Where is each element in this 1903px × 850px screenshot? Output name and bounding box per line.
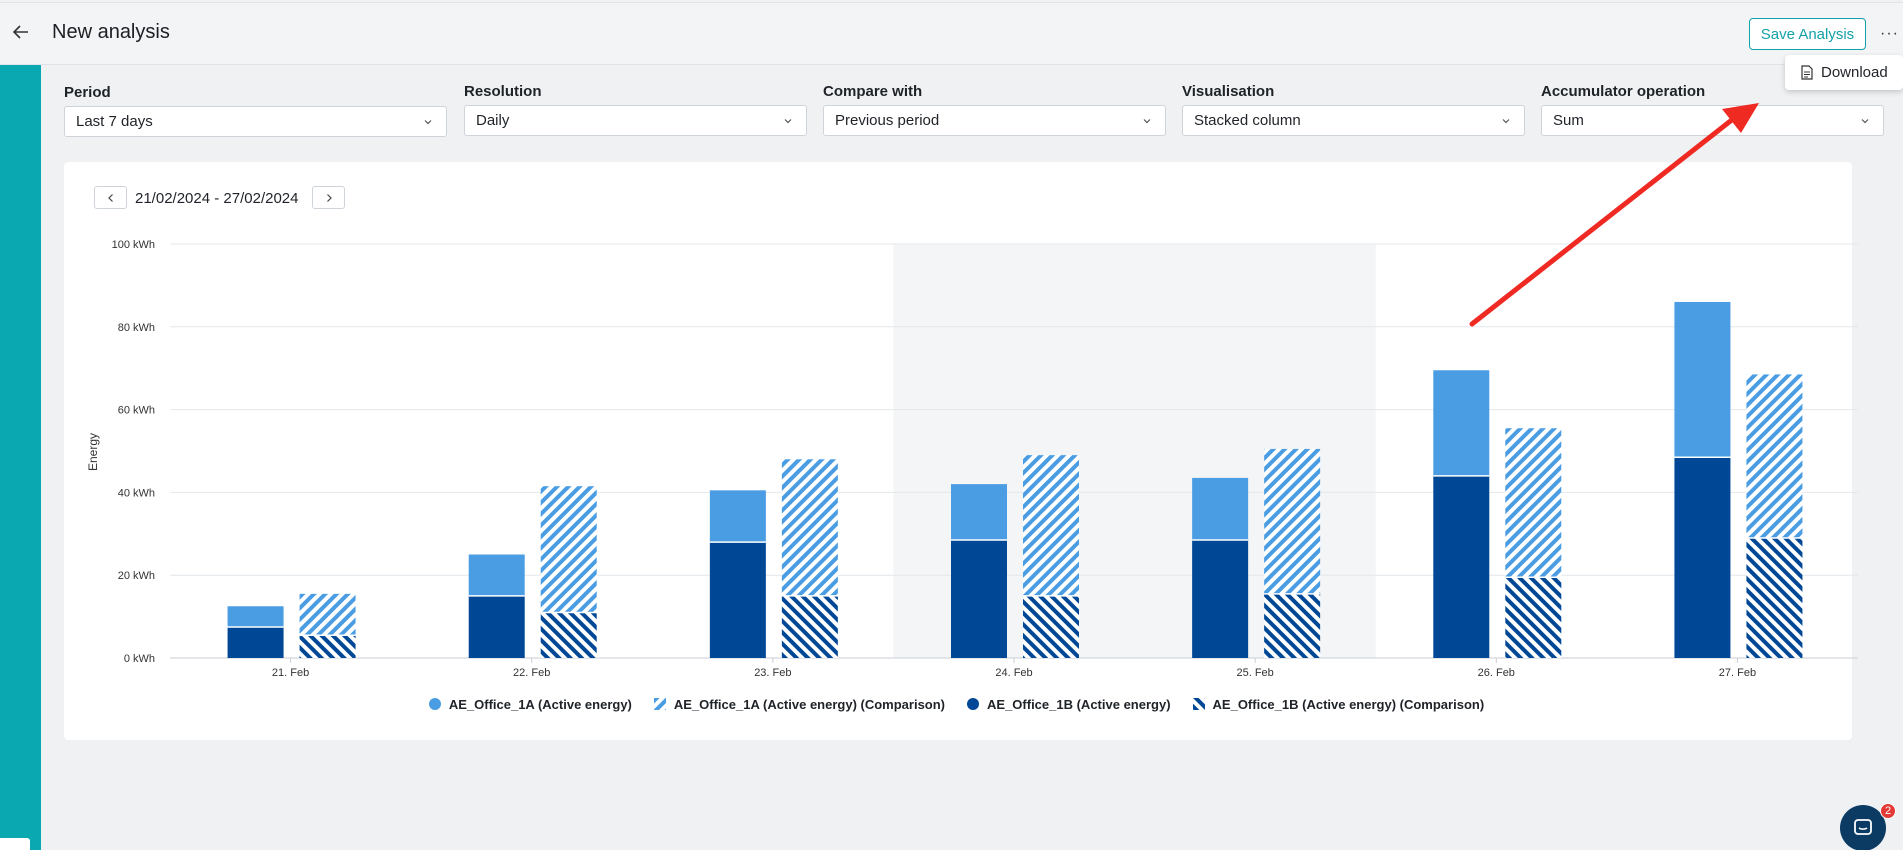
bar-comparison-1a[interactable]: [1746, 374, 1802, 538]
x-tick-label: 21. Feb: [272, 667, 309, 679]
chart-legend: AE_Office_1A (Active energy) AE_Office_1…: [0, 694, 1903, 714]
legend-item-ae-office-1a[interactable]: AE_Office_1A (Active energy): [429, 694, 632, 714]
y-axis-title: Energy: [86, 433, 100, 471]
legend-marker-hatched-dark: [1193, 698, 1205, 710]
bar-comparison-1a[interactable]: [782, 459, 838, 596]
bar-1b[interactable]: [951, 540, 1007, 658]
bar-comparison-1b[interactable]: [1264, 594, 1320, 658]
legend-label: AE_Office_1B (Active energy): [987, 697, 1171, 712]
bar-1b[interactable]: [228, 627, 284, 658]
bar-comparison-1a[interactable]: [300, 594, 356, 635]
legend-marker-solid-light: [429, 698, 441, 710]
bar-1a[interactable]: [951, 484, 1007, 540]
bar-comparison-1b[interactable]: [1746, 538, 1802, 658]
bar-1a[interactable]: [228, 606, 284, 627]
y-tick-label: 0 kWh: [124, 653, 155, 665]
legend-item-ae-office-1b[interactable]: AE_Office_1B (Active energy): [967, 694, 1171, 714]
bar-1b[interactable]: [1674, 457, 1730, 658]
bar-comparison-1b[interactable]: [1505, 577, 1561, 658]
bar-comparison-1b[interactable]: [782, 596, 838, 658]
x-tick-label: 27. Feb: [1719, 667, 1756, 679]
bar-1b[interactable]: [469, 596, 525, 658]
x-tick-label: 26. Feb: [1478, 667, 1515, 679]
bar-comparison-1b[interactable]: [1023, 596, 1079, 658]
y-tick-label: 80 kWh: [118, 322, 155, 334]
bar-1a[interactable]: [710, 490, 766, 542]
annotation-arrow: [1472, 103, 1759, 324]
bar-1a[interactable]: [1192, 478, 1248, 540]
x-tick-label: 25. Feb: [1236, 667, 1273, 679]
bar-1b[interactable]: [1192, 540, 1248, 658]
y-tick-label: 60 kWh: [118, 405, 155, 417]
legend-label: AE_Office_1A (Active energy): [449, 697, 632, 712]
x-tick-label: 24. Feb: [995, 667, 1032, 679]
x-tick-label: 22. Feb: [513, 667, 550, 679]
bar-1b[interactable]: [710, 542, 766, 658]
legend-label: AE_Office_1B (Active energy) (Comparison…: [1213, 697, 1485, 712]
bar-1a[interactable]: [1433, 370, 1489, 476]
bar-comparison-1b[interactable]: [541, 612, 597, 658]
y-tick-label: 20 kWh: [118, 570, 155, 582]
legend-marker-hatched-light: [654, 698, 666, 710]
bar-comparison-1a[interactable]: [1264, 449, 1320, 594]
x-tick-label: 23. Feb: [754, 667, 791, 679]
legend-label: AE_Office_1A (Active energy) (Comparison…: [674, 697, 945, 712]
legend-marker-solid-dark: [967, 698, 979, 710]
legend-item-ae-office-1a-comparison[interactable]: AE_Office_1A (Active energy) (Comparison…: [654, 694, 945, 714]
bar-comparison-1a[interactable]: [1023, 455, 1079, 596]
bar-1a[interactable]: [1674, 302, 1730, 457]
notification-badge: 2: [1880, 803, 1896, 819]
bar-comparison-1a[interactable]: [1505, 428, 1561, 577]
legend-item-ae-office-1b-comparison[interactable]: AE_Office_1B (Active energy) (Comparison…: [1193, 694, 1485, 714]
bar-1b[interactable]: [1433, 476, 1489, 658]
bar-comparison-1a[interactable]: [541, 486, 597, 612]
bar-1a[interactable]: [469, 555, 525, 596]
bar-comparison-1b[interactable]: [300, 635, 356, 658]
y-tick-label: 40 kWh: [118, 487, 155, 499]
chat-icon: [1853, 818, 1873, 838]
y-tick-label: 100 kWh: [112, 239, 155, 251]
energy-chart: 0 kWh 20 kWh 40 kWh 60 kWh 80 kWh 100 kWh 21. …: [0, 0, 1903, 850]
